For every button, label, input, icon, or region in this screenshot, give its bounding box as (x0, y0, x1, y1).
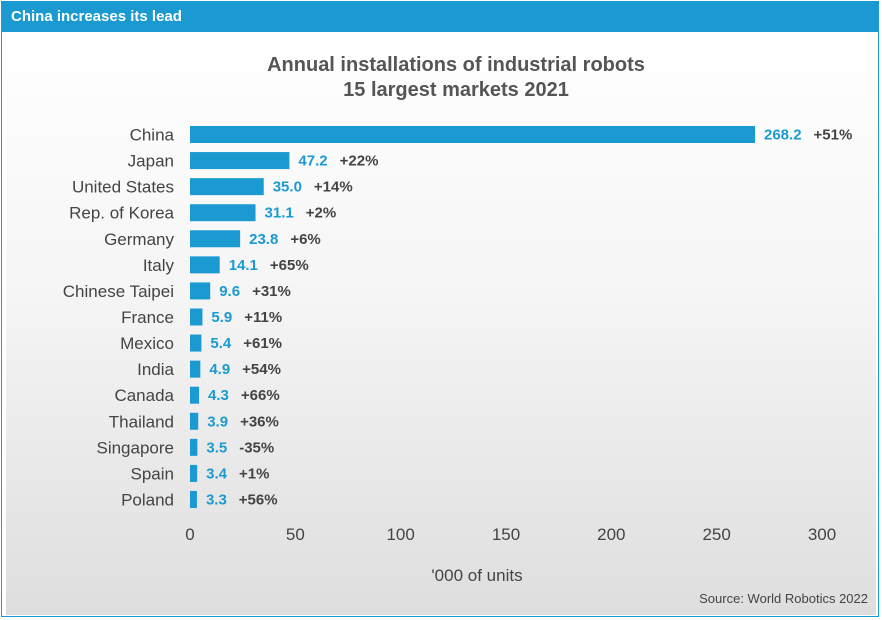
category-label: Chinese Taipei (63, 282, 174, 301)
change-label: -35% (239, 439, 274, 456)
change-label: +1% (239, 465, 269, 482)
change-label: +6% (290, 231, 320, 248)
x-tick-label: 200 (597, 525, 625, 544)
chart-panel: Annual installations of industrial robot… (6, 35, 876, 615)
header-bar: China increases its lead (2, 2, 878, 32)
change-label: +56% (239, 491, 278, 508)
value-label: 47.2 (298, 153, 327, 170)
header-title: China increases its lead (11, 8, 182, 25)
category-label: Germany (104, 230, 174, 249)
x-tick-label: 150 (492, 525, 520, 544)
bar (190, 204, 256, 222)
chart-subtitle: 15 largest markets 2021 (343, 79, 569, 101)
value-label: 5.9 (211, 309, 232, 326)
x-tick-label: 0 (185, 525, 194, 544)
category-label: United States (72, 178, 174, 197)
bar (190, 438, 198, 456)
category-label: China (130, 126, 175, 145)
x-axis-ticks: 0 50 100 150 200 250 300 (185, 525, 836, 544)
value-label: 5.4 (210, 335, 232, 352)
change-label: +54% (242, 361, 281, 378)
chart-title: Annual installations of industrial robot… (267, 54, 645, 76)
bar (190, 386, 200, 404)
value-label: 31.1 (265, 205, 294, 222)
x-tick-label: 250 (702, 525, 730, 544)
change-label: +14% (314, 179, 353, 196)
category-label: Mexico (120, 334, 174, 353)
category-label: Canada (114, 386, 174, 405)
value-label: 3.5 (206, 439, 227, 456)
bar (190, 334, 202, 352)
bar (190, 490, 197, 508)
change-label: +36% (240, 413, 279, 430)
category-label: Thailand (109, 412, 174, 431)
change-label: +2% (306, 205, 336, 222)
value-label: 268.2 (764, 127, 802, 144)
change-label: +61% (243, 335, 282, 352)
value-label: 3.3 (206, 491, 227, 508)
category-label: Japan (128, 152, 174, 171)
value-label: 4.3 (208, 387, 229, 404)
change-label: +22% (340, 153, 379, 170)
change-label: +51% (814, 127, 853, 144)
change-label: +11% (244, 309, 282, 326)
category-label: France (121, 308, 174, 327)
source-note: Source: World Robotics 2022 (699, 591, 868, 606)
bar (190, 256, 220, 274)
category-label: Poland (121, 490, 174, 509)
bar (190, 230, 241, 248)
x-tick-label: 300 (808, 525, 836, 544)
value-label: 35.0 (273, 179, 302, 196)
category-label: Spain (131, 464, 174, 483)
x-tick-label: 100 (386, 525, 414, 544)
value-label: 9.6 (219, 283, 240, 300)
bar (190, 464, 198, 482)
category-label: Rep. of Korea (69, 204, 174, 223)
bars-layer: China 268.2 +51% Japan 47.2 +22% United States… (63, 126, 853, 510)
bar (190, 152, 290, 170)
value-label: 3.4 (206, 465, 228, 482)
change-label: +31% (252, 283, 291, 300)
value-label: 14.1 (229, 257, 258, 274)
value-label: 23.8 (249, 231, 278, 248)
bar (190, 178, 264, 196)
value-label: 4.9 (209, 361, 230, 378)
value-label: 3.9 (207, 413, 228, 430)
bar (190, 360, 201, 378)
change-label: +66% (241, 387, 280, 404)
category-label: Singapore (96, 438, 174, 457)
bar (190, 282, 211, 300)
x-axis-label: '000 of units (431, 566, 522, 585)
bar (190, 126, 756, 143)
bar (190, 308, 203, 326)
x-tick-label: 50 (286, 525, 305, 544)
bar (190, 412, 199, 430)
change-label: +65% (270, 257, 309, 274)
category-label: India (137, 360, 174, 379)
bar-chart: Annual installations of industrial robot… (63, 54, 868, 606)
category-label: Italy (143, 256, 175, 275)
